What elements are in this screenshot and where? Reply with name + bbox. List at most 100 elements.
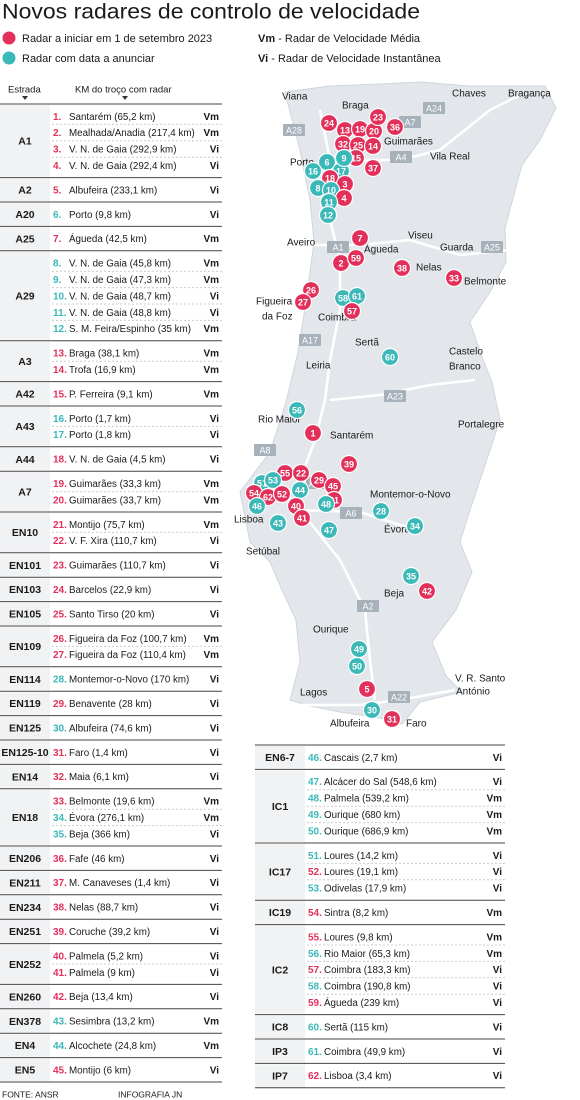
city-label: Bragança	[508, 89, 551, 100]
map-marker-label: 62	[263, 492, 273, 502]
radar-number: 57.	[308, 965, 322, 976]
map-marker	[263, 470, 283, 490]
road-cell	[0, 227, 50, 250]
map-marker-label: 19	[355, 124, 365, 134]
radar-number: 23.	[53, 561, 67, 572]
road-name: A7	[18, 486, 32, 498]
radar-place: V. N. de Gaia (48,8 km)	[69, 308, 171, 319]
map-marker	[357, 679, 377, 699]
city-label: Santarém	[330, 431, 373, 442]
radar-type: Vi	[210, 536, 219, 547]
road-badge-label: A28	[286, 125, 302, 135]
radar-type: Vm	[203, 365, 219, 376]
map-marker	[363, 158, 383, 178]
radar-place: Palmela (5,2 km)	[69, 951, 143, 962]
radar-type: Vm	[486, 908, 502, 919]
radar-type: Vi	[493, 753, 502, 764]
road-name: EN103	[9, 584, 41, 596]
radar-type: Vm	[203, 479, 219, 490]
radar-type: Vi	[493, 1047, 502, 1058]
radar-number: 48.	[308, 794, 322, 805]
map-marker-label: 59	[351, 253, 361, 263]
radar-number: 52.	[308, 867, 322, 878]
map-marker-label: 35	[406, 571, 416, 581]
road-name: EN119	[9, 698, 41, 710]
radar-number: 5.	[53, 185, 62, 196]
map-marker	[405, 516, 425, 536]
road-name: EN211	[9, 877, 41, 889]
radar-place: Coimbra (190,8 km)	[324, 982, 411, 993]
road-name: EN109	[9, 641, 41, 653]
road-cell	[0, 895, 50, 919]
city-label: Setúbal	[246, 547, 280, 558]
radar-place: Palmela (9 km)	[69, 968, 135, 979]
radar-type: Vi	[210, 585, 219, 596]
road-cell	[0, 741, 50, 764]
map-marker-label: 22	[296, 468, 306, 478]
radar-place: Palmela (539,2 km)	[324, 794, 409, 805]
radar-type: Vi	[210, 951, 219, 962]
radar-type: Vm	[203, 324, 219, 335]
radar-type: Vi	[210, 291, 219, 302]
map-marker	[371, 501, 391, 521]
road-name: A43	[15, 421, 34, 433]
city-label: Leiria	[306, 361, 331, 372]
city-label: Albufeira	[330, 719, 370, 730]
road-badge	[299, 334, 321, 346]
radar-number: 26.	[53, 634, 67, 645]
map-marker	[380, 347, 400, 367]
radar-type: Vm	[203, 495, 219, 506]
map-marker-label: 14	[368, 141, 378, 151]
city-label: V. R. Santo	[455, 674, 506, 685]
map-marker-label: 23	[373, 112, 383, 122]
radar-type: Vm	[203, 128, 219, 139]
map-marker-label: 11	[324, 197, 334, 207]
city-label: Figueira	[256, 297, 293, 308]
road-name: EN105	[9, 609, 41, 621]
radar-place: Lisboa (3,4 km)	[324, 1071, 392, 1082]
header-arrow	[22, 96, 28, 100]
city-label: da Foz	[262, 312, 293, 323]
radar-number: 8.	[53, 259, 62, 270]
credit: INFOGRAFIA JN	[118, 1089, 182, 1099]
road-cell	[0, 105, 50, 177]
map-marker	[303, 161, 323, 181]
road-cell	[0, 553, 50, 577]
radar-place: Montijo (6 km)	[69, 1065, 131, 1076]
road-badge-label: A7	[404, 117, 415, 127]
map-marker-label: 58	[338, 293, 348, 303]
radar-place: Belmonte (19,6 km)	[69, 797, 154, 808]
radar-number: 1.	[53, 112, 62, 123]
road-badge	[481, 241, 503, 253]
radar-type: Vm	[203, 1017, 219, 1028]
road-name: EN6-7	[265, 752, 295, 764]
radar-number: 21.	[53, 520, 67, 531]
road-cell	[0, 847, 50, 870]
type-code: Vi	[258, 53, 268, 65]
map-marker-label: 15	[351, 153, 361, 163]
city-label: Braga	[342, 101, 369, 112]
radar-type: Vm	[203, 797, 219, 808]
radar-number: 31.	[53, 748, 67, 759]
radar-type: Vi	[493, 867, 502, 878]
city-label: Chaves	[452, 89, 486, 100]
map-marker	[292, 508, 312, 528]
map-marker	[268, 513, 288, 533]
city-label: Vila Real	[430, 152, 470, 163]
radar-type: Vm	[203, 389, 219, 400]
radar-number: 61.	[308, 1047, 322, 1058]
radar-type: Vi	[210, 185, 219, 196]
radar-type: Vi	[210, 609, 219, 620]
city-label: Branco	[449, 362, 481, 373]
radar-type: Vi	[493, 1022, 502, 1033]
map-marker	[417, 581, 437, 601]
road-cell	[0, 341, 50, 381]
map-marker-label: 28	[376, 506, 386, 516]
radar-place: Montemor-o-Novo (170 km)	[69, 675, 189, 686]
map-marker	[272, 484, 292, 504]
source: FONTE: ANSR	[2, 1089, 59, 1099]
radar-place: Sintra (8,2 km)	[324, 908, 388, 919]
road-badge	[283, 124, 305, 136]
city-label: Nelas	[416, 263, 442, 274]
city-label: Castelo	[449, 347, 483, 358]
